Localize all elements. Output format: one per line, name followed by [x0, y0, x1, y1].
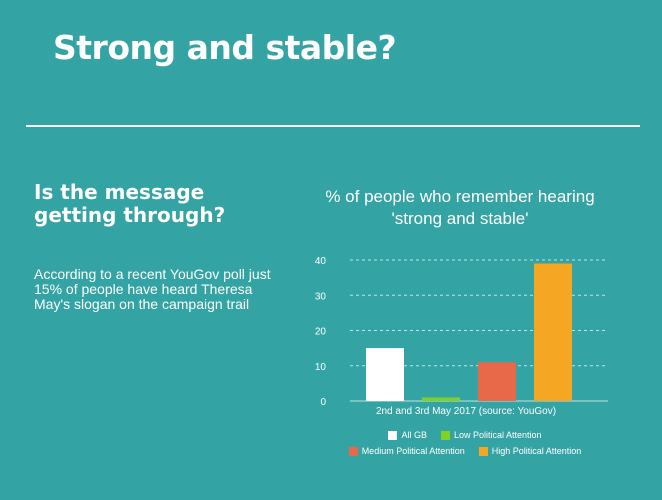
y-axis-ticks: 0 10 20 30 40 [315, 256, 327, 408]
legend-swatch [388, 430, 398, 440]
legend-swatch [348, 446, 358, 456]
legend-row: All GB Low Political Attention [300, 427, 630, 443]
y-tick-label: 40 [315, 256, 327, 267]
bar [478, 362, 516, 401]
bar-layer [366, 263, 572, 401]
section-heading: Is the message getting through? [34, 180, 226, 227]
x-axis-label: 2nd and 3rd May 2017 (source: YouGov) [376, 406, 556, 417]
bar [366, 348, 404, 401]
legend-item: Medium Political Attention [348, 446, 465, 456]
legend-row: Medium Political Attention High Political… [300, 443, 630, 459]
legend-item: All GB [388, 430, 427, 440]
y-tick-label: 0 [320, 397, 326, 408]
legend-swatch [478, 446, 488, 456]
legend-label: Low Political Attention [453, 430, 542, 440]
legend-item: High Political Attention [478, 446, 582, 456]
y-tick-label: 20 [315, 327, 327, 338]
legend: All GB Low Political Attention Medium Pol… [300, 427, 630, 459]
legend-label: High Political Attention [491, 446, 582, 456]
bar [422, 397, 460, 401]
chart-title: % of people who remember hearing 'strong… [325, 187, 595, 228]
legend-swatch [440, 430, 450, 440]
y-tick-label: 30 [315, 291, 327, 302]
y-tick-label: 10 [315, 362, 327, 373]
bar [534, 263, 572, 401]
page-title: Strong and stable? [53, 28, 397, 67]
legend-label: All GB [401, 430, 427, 440]
legend-item: Low Political Attention [440, 430, 542, 440]
divider [26, 125, 640, 127]
legend-label: Medium Political Attention [361, 446, 465, 456]
body-text: According to a recent YouGov poll just 1… [34, 266, 271, 312]
